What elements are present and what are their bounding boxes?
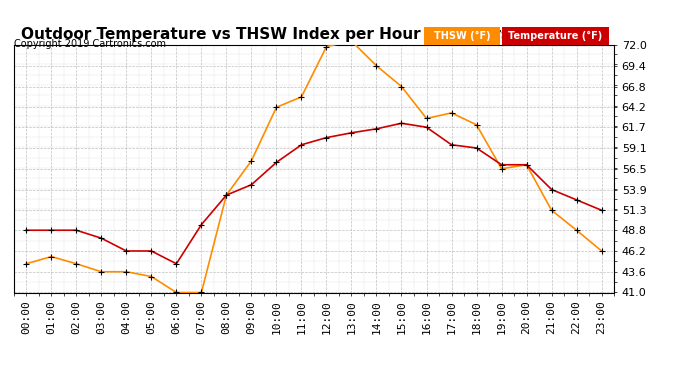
Text: Temperature (°F): Temperature (°F) xyxy=(508,31,602,41)
Text: THSW (°F): THSW (°F) xyxy=(434,31,491,41)
Title: Outdoor Temperature vs THSW Index per Hour (24 Hours) 20190603: Outdoor Temperature vs THSW Index per Ho… xyxy=(21,27,607,42)
Text: Copyright 2019 Cartronics.com: Copyright 2019 Cartronics.com xyxy=(14,39,166,50)
